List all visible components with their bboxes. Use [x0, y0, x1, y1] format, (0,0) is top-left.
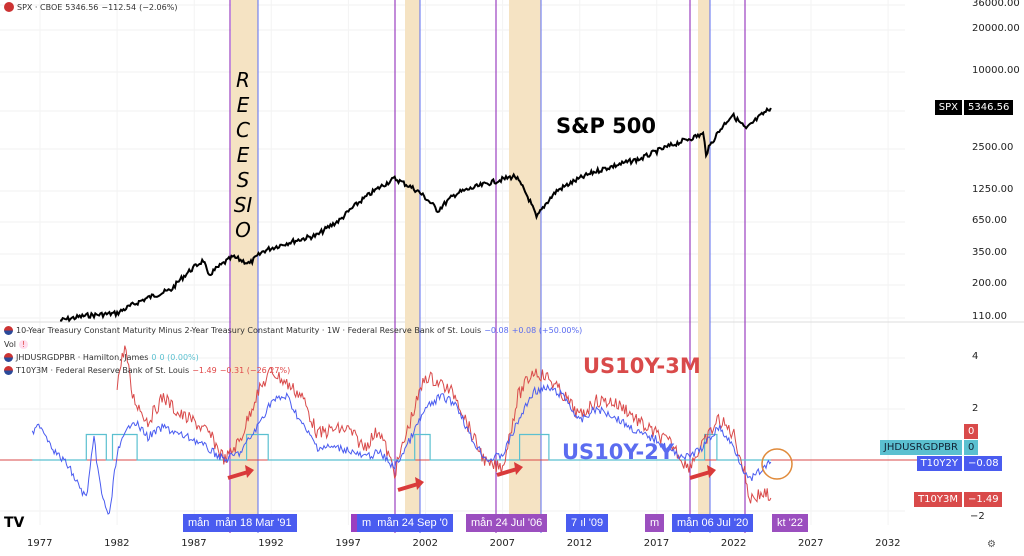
- red-arrow-icon: [514, 462, 523, 475]
- date-marker: m mån 24 Sep '0: [351, 514, 453, 532]
- time-axis-label: 2012: [566, 538, 593, 549]
- date-marker-text: mån: [188, 517, 210, 529]
- date-marker-text: mån 24 Jul '06: [471, 517, 543, 529]
- date-marker-text: 7: [571, 517, 578, 529]
- legend-change: +0.08 (+50.00%): [511, 326, 583, 335]
- date-marker-text: kt '22: [777, 517, 803, 529]
- tag-t10y2y-label: T10Y2Y: [916, 456, 962, 471]
- date-marker: mån 24 Jul '06: [466, 514, 548, 532]
- symbol-change-pct: (−2.06%): [139, 2, 178, 12]
- t10y3m-line: [116, 345, 772, 504]
- tag-gdp-value: 0: [964, 440, 979, 455]
- sp500-annotation: S&P 500: [556, 114, 656, 138]
- tradingview-logo[interactable]: TV: [4, 515, 25, 531]
- legend-vol[interactable]: Vol!: [4, 340, 29, 349]
- legend-change: −0.31 (−26.27%): [219, 366, 291, 375]
- time-axis-label: 2017: [643, 538, 670, 549]
- tag-gdp-label: JHDUSRGDPBR: [879, 440, 962, 455]
- red-arrow-icon: [415, 477, 424, 490]
- time-axis-label: 2032: [875, 538, 901, 549]
- time-axis-label: 1987: [181, 538, 207, 549]
- tag-zero-value: 0: [964, 424, 979, 439]
- recession-band: [509, 0, 541, 525]
- recession-annotation: RECESSIO: [233, 68, 253, 242]
- legend-t10y3m[interactable]: T10Y3M · Federal Reserve Bank of St. Lou…: [4, 366, 290, 375]
- date-marker-text: ıl '09: [580, 517, 604, 529]
- spx-logo-icon: [4, 2, 14, 12]
- us-flag-icon: [4, 326, 13, 335]
- us-flag-icon: [4, 353, 13, 362]
- warning-icon[interactable]: !: [18, 340, 29, 349]
- settings-gear-icon[interactable]: ⚙: [987, 539, 996, 550]
- red-arrow-icon: [397, 482, 419, 492]
- time-axis-label: 1982: [104, 538, 130, 549]
- red-arrow-icon: [245, 465, 254, 478]
- legend-title: Vol: [4, 340, 16, 349]
- time-axis-label: 2022: [720, 538, 747, 549]
- legend-title: 10-Year Treasury Constant Maturity Minus…: [16, 326, 482, 335]
- highlight-circle: [761, 448, 793, 480]
- price-tag-label: SPX: [934, 100, 962, 115]
- legend-change: 0 (0.00%): [159, 353, 199, 362]
- price-axis-label: 20000.00: [972, 23, 1020, 34]
- recession-band: [698, 0, 710, 525]
- time-axis-label: 2002: [412, 538, 438, 549]
- date-marker-text: mån 18 Mar '91: [215, 517, 292, 529]
- time-axis-label: 1977: [27, 538, 53, 549]
- symbol-change: −112.54: [101, 2, 137, 12]
- legend-gdp[interactable]: JHDUSRGDPBR · Hamilton, James 0 0 (0.00%): [4, 353, 199, 362]
- tag-t10y3m-value: −1.49: [964, 492, 1002, 507]
- tag-t10y3m-label: T10Y3M: [914, 492, 962, 507]
- time-axis-label: 1997: [335, 538, 361, 549]
- gdp-recession-line: [32, 433, 771, 461]
- time-axis-label: 1992: [258, 538, 284, 549]
- symbol-price: 5346.56: [65, 2, 99, 12]
- spx-line: [59, 106, 772, 323]
- symbol-name: SPX · CBOE: [17, 2, 63, 12]
- legend-value: −1.49: [192, 366, 217, 375]
- price-axis-label: 2500.00: [972, 142, 1014, 153]
- us10y2y-annotation: US10Y-2Y: [562, 440, 675, 464]
- date-marker-text: mån 24 Sep '0: [377, 517, 448, 529]
- date-marker-text: m: [362, 517, 372, 529]
- price-axis-label: 650.00: [972, 215, 1007, 226]
- price-axis-label: 10000.00: [972, 65, 1020, 76]
- date-marker: mån mån 18 Mar '91: [183, 514, 297, 532]
- red-arrow-icon: [689, 470, 711, 480]
- us-flag-icon: [4, 366, 13, 375]
- lower-axis-label: 4: [972, 351, 979, 362]
- date-marker: kt '22: [772, 514, 808, 532]
- red-arrow-icon: [227, 470, 249, 480]
- legend-title: JHDUSRGDPBR · Hamilton, James: [16, 353, 149, 362]
- legend-value: −0.08: [484, 326, 509, 335]
- price-axis-label: 350.00: [972, 247, 1007, 258]
- date-marker: m: [645, 514, 665, 532]
- red-arrow-icon: [496, 467, 518, 477]
- legend-value: 0: [151, 353, 157, 362]
- legend-title: T10Y3M · Federal Reserve Bank of St. Lou…: [16, 366, 190, 375]
- price-axis-label: 200.00: [972, 278, 1007, 289]
- us10y3m-annotation: US10Y-3M: [583, 354, 701, 378]
- price-axis-label: 1250.00: [972, 184, 1014, 195]
- price-axis-label: 110.00: [972, 311, 1007, 322]
- t10y2y-line: [31, 383, 772, 515]
- recession-band: [405, 0, 420, 525]
- tag-t10y2y-value: −0.08: [964, 456, 1002, 471]
- price-tag-value: 5346.56: [964, 100, 1014, 115]
- symbol-legend[interactable]: SPX · CBOE 5346.56 −112.54 (−2.06%): [4, 2, 177, 12]
- red-arrow-icon: [707, 465, 716, 478]
- lower-axis-label: −2: [970, 511, 985, 522]
- time-axis-label: 2027: [798, 538, 824, 549]
- date-marker-text: mån 06 Jul '20: [677, 517, 749, 529]
- lower-axis-label: 2: [972, 403, 979, 414]
- legend-t10y2y[interactable]: 10-Year Treasury Constant Maturity Minus…: [4, 326, 582, 335]
- price-axis-label: 36000.00: [972, 0, 1020, 9]
- time-axis-label: 2007: [489, 538, 516, 549]
- date-marker: 7 ıl '09: [566, 514, 609, 532]
- date-marker: mån 06 Jul '20: [672, 514, 754, 532]
- date-marker-text: m: [650, 517, 660, 529]
